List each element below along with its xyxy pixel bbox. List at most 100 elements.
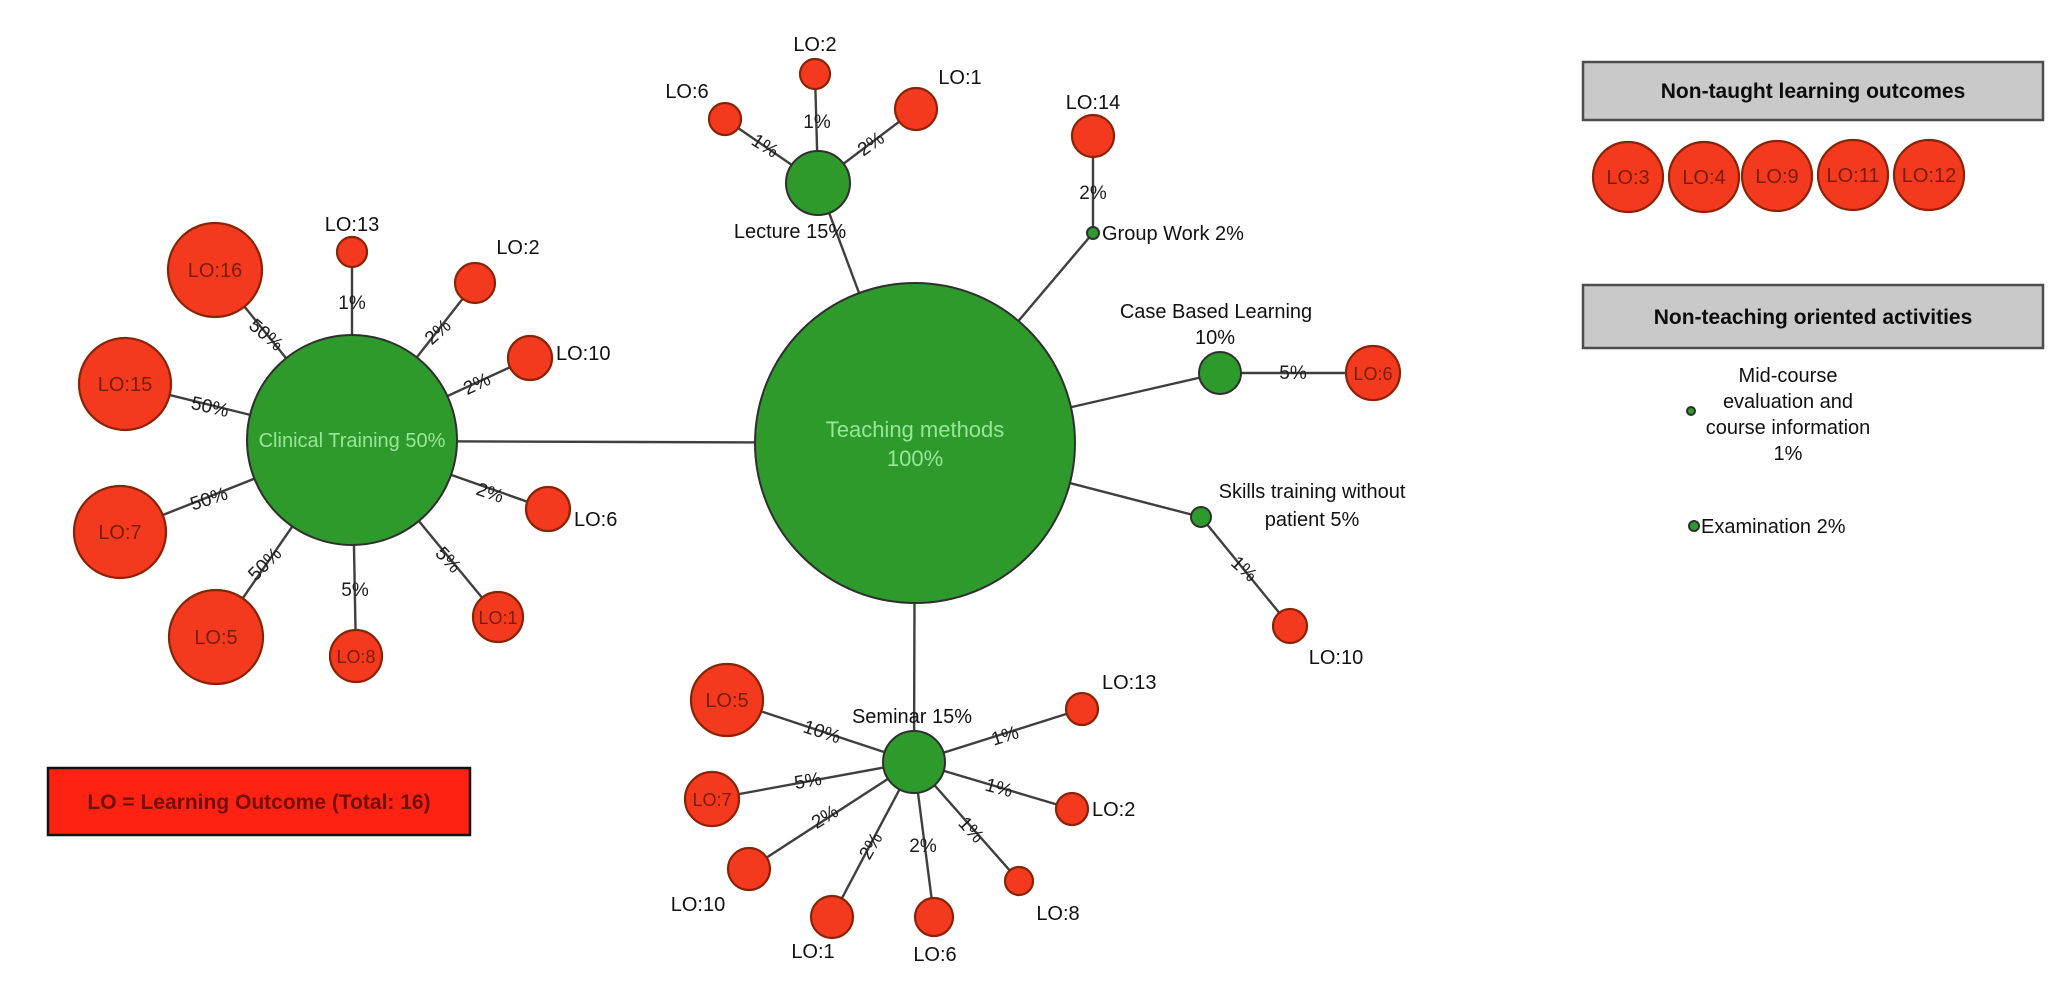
skills-training-label-line2: patient 5% bbox=[1265, 509, 1360, 531]
non-taught-header-box bbox=[1581, 60, 2045, 122]
pct-seminar-lo6: 2% bbox=[909, 836, 937, 857]
lecture-node bbox=[785, 150, 851, 216]
pct-clinical-lo6: 2% bbox=[473, 479, 506, 508]
midcourse-pct: 1% bbox=[1774, 443, 1803, 465]
non-taught-lo12-node bbox=[1892, 138, 1966, 212]
non-teaching-header-box bbox=[1581, 283, 2045, 350]
clinical-lo6-label: LO:6 bbox=[574, 509, 617, 531]
clinical-lo2-label: LO:2 bbox=[496, 237, 539, 259]
clinical-lo8-node bbox=[328, 628, 384, 684]
edge-seminar-lo10 bbox=[748, 760, 915, 871]
pct-skills-lo10: 1% bbox=[1226, 552, 1261, 586]
clinical-lo5-node bbox=[167, 588, 265, 686]
seminar-lo6-label: LO:6 bbox=[913, 944, 956, 966]
lecture-lo6-node bbox=[707, 101, 743, 137]
clinical-lo7-node bbox=[72, 484, 168, 580]
cbl-lo6-label: LO:6 bbox=[1353, 364, 1392, 384]
pct-clinical-lo10: 2% bbox=[460, 369, 494, 400]
clinical-lo1-label: LO:1 bbox=[478, 608, 517, 628]
seminar-outcome-nodes: LO:5 LO:7 LO:10 LO:1 LO:6 LO:8 LO:2 LO:1… bbox=[671, 662, 1156, 966]
non-taught-lo3-node bbox=[1591, 140, 1665, 214]
case-based-learning-label-line2: 10% bbox=[1195, 327, 1235, 349]
pct-clinical-lo5: 50% bbox=[244, 543, 286, 585]
lecture-lo6-label: LO:6 bbox=[665, 81, 708, 103]
groupwork-lo14-node bbox=[1070, 113, 1116, 159]
seminar-lo5-label: LO:5 bbox=[705, 690, 748, 712]
pct-clinical-lo8: 5% bbox=[341, 580, 369, 601]
clinical-lo1-node bbox=[471, 590, 525, 644]
lecture-lo1-label: LO:1 bbox=[938, 67, 981, 89]
non-taught-lo11-node bbox=[1816, 138, 1890, 212]
seminar-label: Seminar 15% bbox=[852, 706, 972, 728]
pct-seminar-lo7: 5% bbox=[793, 769, 824, 794]
groupwork-lo14-label: LO:14 bbox=[1066, 92, 1120, 114]
seminar-lo5-node bbox=[689, 662, 765, 738]
clinical-lo5-label: LO:5 bbox=[194, 627, 237, 649]
pct-cbl-lo6: 5% bbox=[1279, 363, 1307, 384]
group-work-node bbox=[1086, 226, 1100, 240]
non-taught-title: Non-taught learning outcomes bbox=[1661, 80, 1966, 103]
midcourse-label-line1: Mid-course bbox=[1739, 365, 1838, 387]
skills-lo10-node bbox=[1271, 607, 1309, 645]
pct-lecture-lo2: 1% bbox=[803, 112, 831, 133]
non-taught-lo4-node bbox=[1667, 140, 1741, 214]
seminar-lo2-label: LO:2 bbox=[1092, 799, 1135, 821]
lecture-lo2-node bbox=[798, 57, 832, 91]
pct-clinical-lo15: 50% bbox=[189, 393, 231, 422]
seminar-lo6-node bbox=[913, 896, 955, 938]
teaching-methods-label-line1: Teaching methods bbox=[826, 417, 1005, 442]
clinical-lo7-label: LO:7 bbox=[98, 522, 141, 544]
pct-clinical-lo13: 1% bbox=[338, 293, 366, 314]
seminar-lo1-node bbox=[809, 894, 855, 940]
skills-training-node bbox=[1190, 506, 1212, 528]
pct-seminar-lo1: 2% bbox=[855, 829, 887, 863]
pct-clinical-lo7: 50% bbox=[188, 484, 231, 516]
clinical-lo8-label: LO:8 bbox=[336, 647, 375, 667]
clinical-lo13-label: LO:13 bbox=[325, 214, 379, 236]
clinical-lo16-node bbox=[166, 221, 264, 319]
lecture-lo2-label: LO:2 bbox=[793, 34, 836, 56]
lecture-label: Lecture 15% bbox=[734, 221, 847, 243]
clinical-outcome-nodes: LO:16 LO:13 LO:2 LO:10 LO:15 LO:7 LO:5 L… bbox=[72, 214, 617, 686]
clinical-lo15-label: LO:15 bbox=[98, 374, 152, 396]
seminar-lo8-node bbox=[1003, 865, 1035, 897]
cbl-lo6-node bbox=[1344, 344, 1402, 402]
skills-training-label-line1: Skills training without bbox=[1219, 481, 1406, 503]
midcourse-label-line2: evaluation and bbox=[1723, 391, 1853, 413]
pct-clinical-lo1: 5% bbox=[431, 543, 465, 577]
clinical-lo6-node bbox=[524, 485, 572, 533]
case-based-learning-label-line1: Case Based Learning bbox=[1120, 301, 1312, 323]
method-nodes: Teaching methods 100% Clinical Training … bbox=[246, 150, 1406, 794]
non-taught-lo9-label: LO:9 bbox=[1755, 166, 1798, 188]
clinical-lo10-node bbox=[506, 334, 554, 382]
non-teaching-panel: Non-teaching oriented activities Mid-cou… bbox=[1581, 283, 2045, 538]
clinical-lo15-node bbox=[77, 336, 173, 432]
pct-seminar-lo2: 1% bbox=[983, 775, 1015, 802]
clinical-lo16-label: LO:16 bbox=[188, 260, 242, 282]
seminar-lo1-label: LO:1 bbox=[791, 941, 834, 963]
pct-seminar-lo5: 10% bbox=[801, 717, 844, 749]
seminar-lo13-node bbox=[1064, 691, 1100, 727]
group-work-label: Group Work 2% bbox=[1102, 223, 1244, 245]
seminar-node bbox=[882, 730, 946, 794]
seminar-lo2-node bbox=[1054, 791, 1090, 827]
examination-label: Examination 2% bbox=[1701, 516, 1846, 538]
case-based-learning-node bbox=[1198, 351, 1242, 395]
pct-seminar-lo13: 1% bbox=[989, 722, 1022, 750]
seminar-lo7-label: LO:7 bbox=[692, 790, 731, 810]
midcourse-dot bbox=[1686, 406, 1696, 416]
lecture-lo1-node bbox=[893, 86, 939, 132]
clinical-lo10-label: LO:10 bbox=[556, 343, 610, 365]
non-taught-panel: Non-taught learning outcomes LO:3 LO:4 L… bbox=[1581, 60, 2045, 214]
teaching-methods-node bbox=[754, 282, 1076, 604]
non-taught-lo12-label: LO:12 bbox=[1902, 165, 1956, 187]
pct-groupwork: 2% bbox=[1079, 183, 1107, 204]
midcourse-label-line3: course information bbox=[1706, 417, 1871, 439]
seminar-lo8-label: LO:8 bbox=[1036, 903, 1079, 925]
examination-dot bbox=[1688, 520, 1700, 532]
clinical-training-label: Clinical Training 50% bbox=[259, 430, 446, 452]
non-taught-lo3-label: LO:3 bbox=[1606, 167, 1649, 189]
clinical-training-node bbox=[246, 334, 458, 546]
legend-box bbox=[46, 766, 472, 837]
